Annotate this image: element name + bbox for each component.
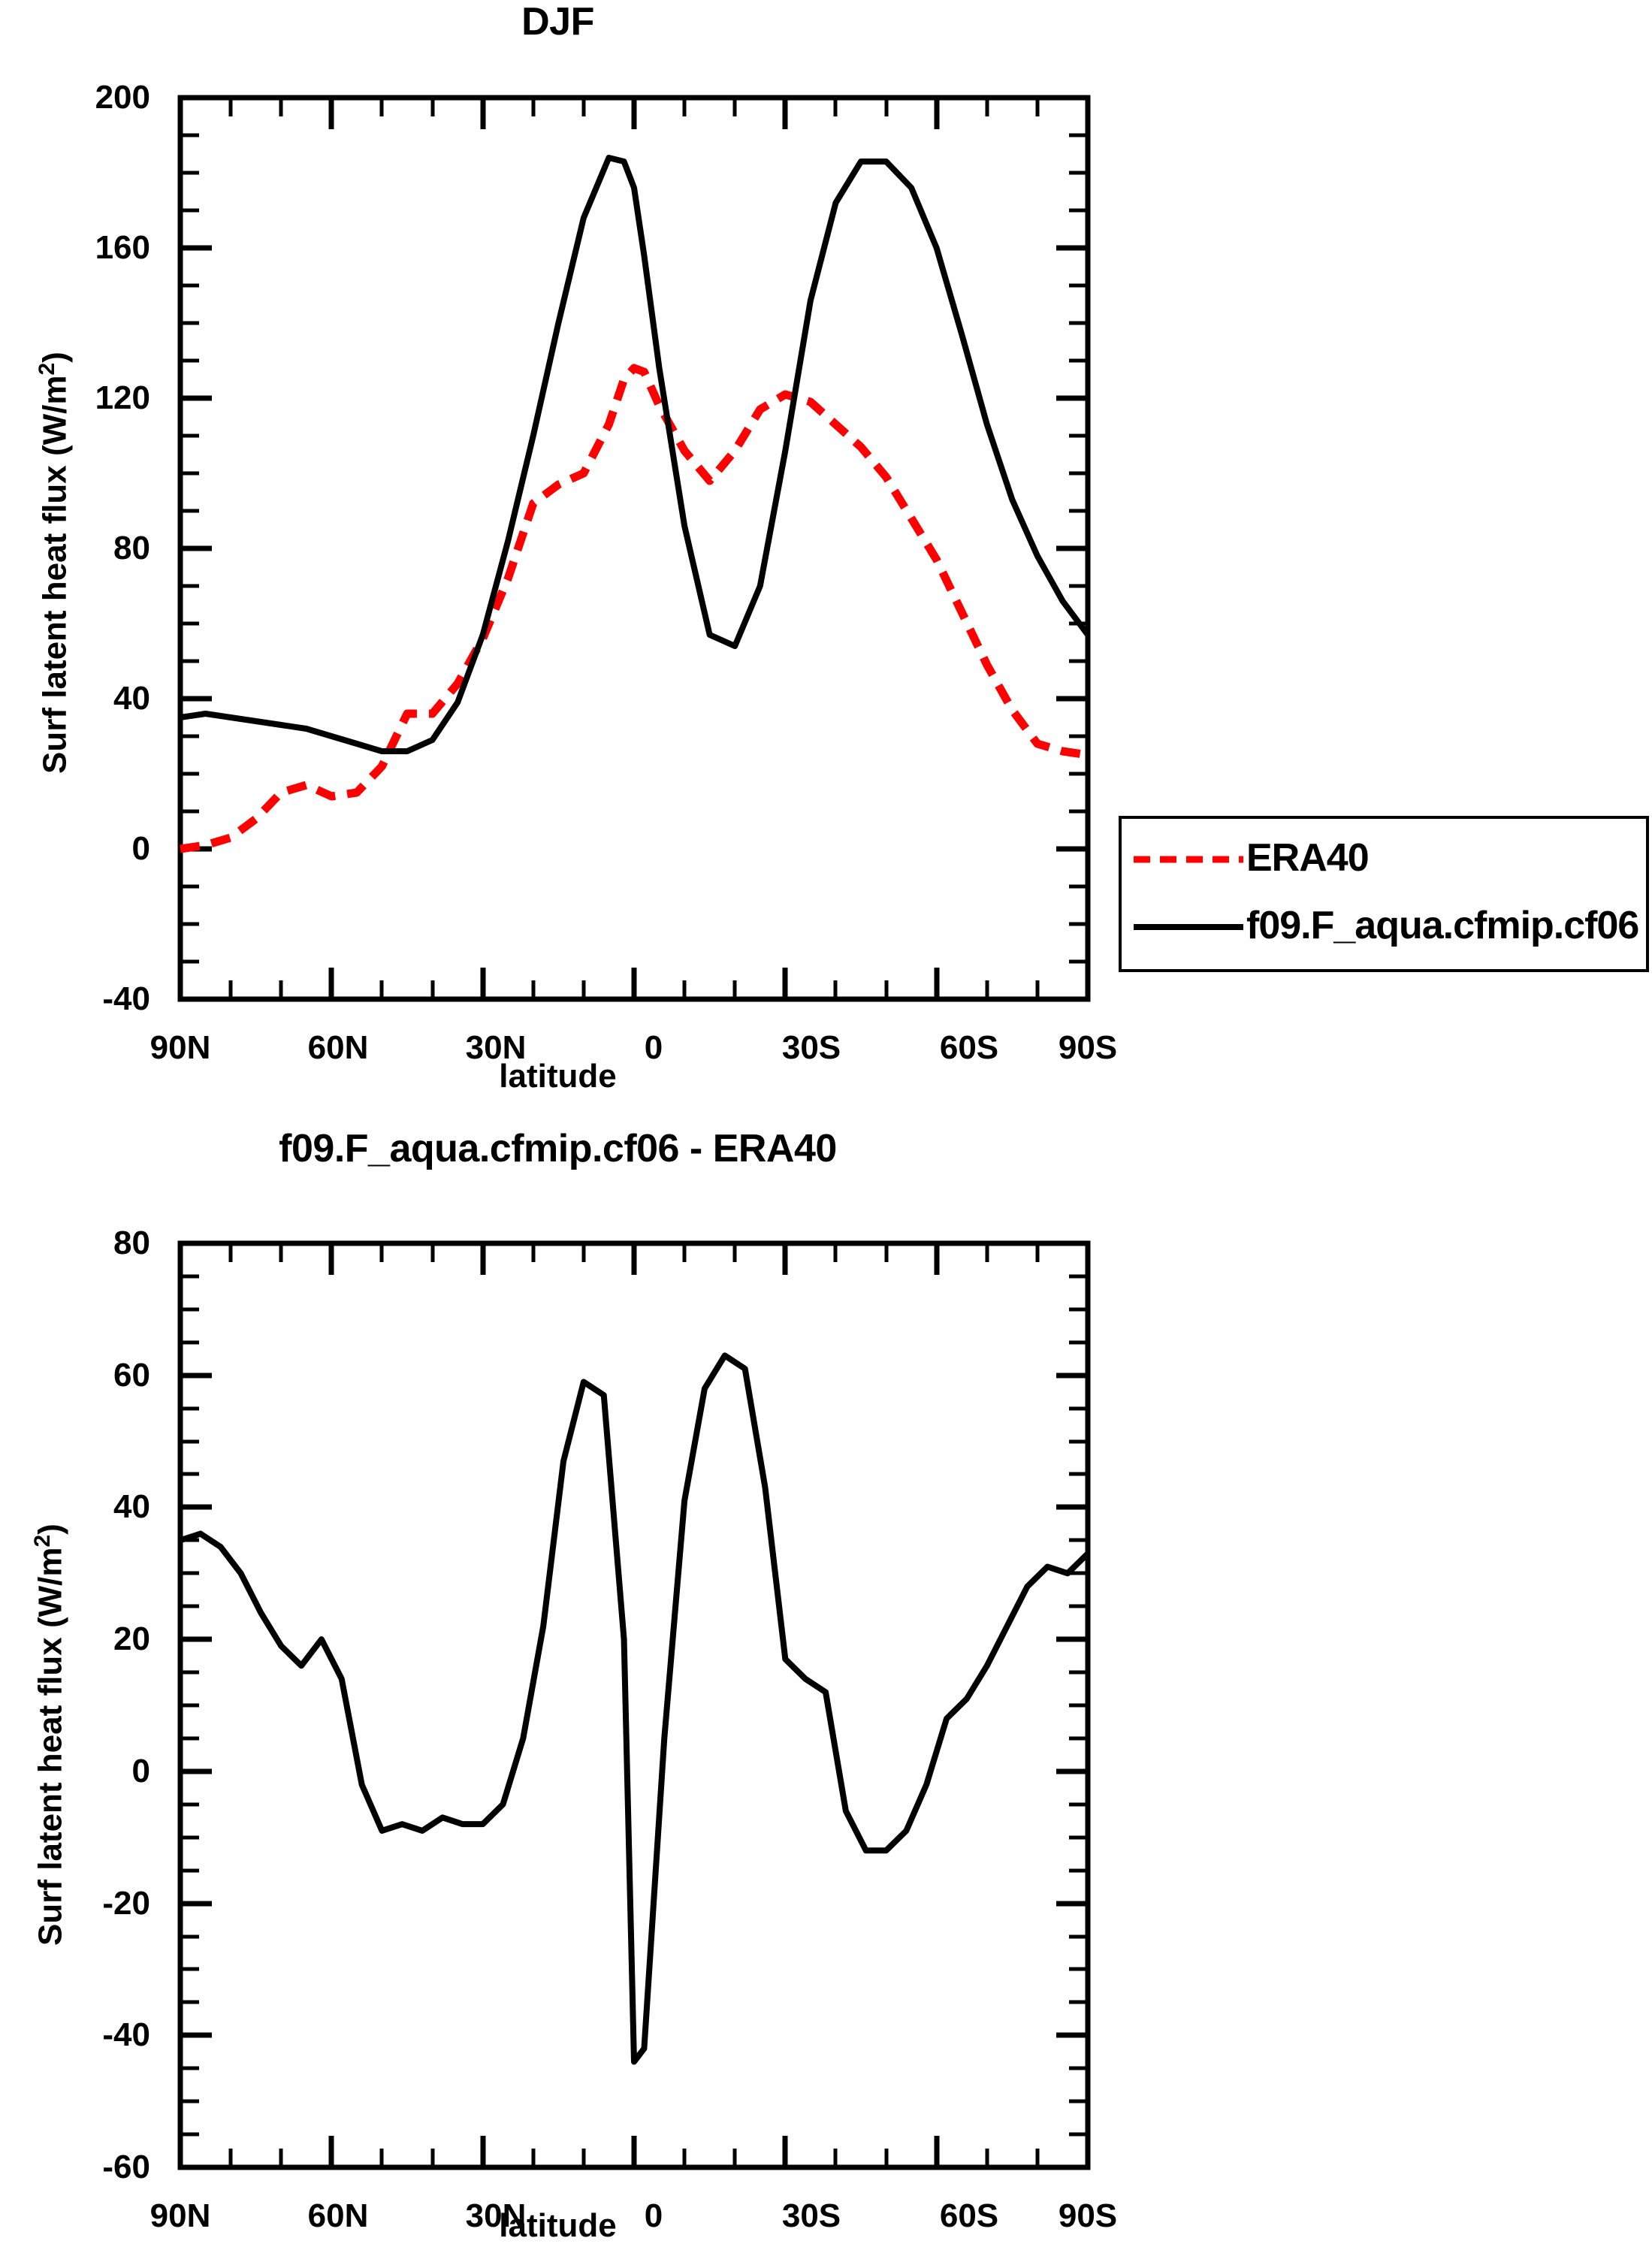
panel-bottom-ytick-40: 40 [113, 1488, 150, 1525]
panel-bottom-x-axis-label: latitude [499, 2207, 617, 2244]
panel-bottom-ytick--60: -60 [102, 2149, 150, 2185]
legend-entry-era40[interactable]: ERA40 [1122, 826, 1646, 889]
panel-bottom-xtick-0: 0 [644, 2197, 663, 2234]
panel-top-ytick-80: 80 [113, 530, 150, 566]
panel-top-xtick-30N: 30N [465, 1029, 527, 1066]
panel-bottom-major-ticks [177, 1240, 1091, 2170]
series-line-f09-f-aqua-cfmip-cf06 [180, 155, 1091, 754]
panel-bottom-ytick--20: -20 [102, 1885, 150, 1922]
panel-bottom-ytick-80: 80 [113, 1225, 150, 1261]
panel-bottom-xtick-90S: 90S [1058, 2197, 1118, 2234]
panel-top-xtick-60S: 60S [939, 1029, 999, 1066]
panel-top-ytick-200: 200 [95, 79, 150, 116]
panel-bottom-ytick-60: 60 [113, 1357, 150, 1394]
panel-bottom-xtick-30N: 30N [465, 2197, 527, 2234]
panel-bottom-ytick-20: 20 [113, 1620, 150, 1657]
chart-panel-bottom: f09.F_aqua.cfmip.cf06 - ERA40 Surf laten… [0, 1119, 1652, 2262]
panel-top-x-axis-label: latitude [499, 1058, 617, 1095]
legend-swatch-era40-dashed-line [1132, 854, 1245, 863]
panel-top-ytick--40: -40 [102, 980, 150, 1017]
series-line-era40 [180, 364, 1089, 853]
panel-bottom-xtick-60S: 60S [939, 2197, 999, 2234]
legend-box: ERA40 f09.F_aqua.cfmip.cf06 [1119, 816, 1649, 972]
panel-top-ytick-160: 160 [95, 229, 150, 266]
chart-panel-top: DJF Surf latent heat flux (W/m2) latitud… [0, 0, 1652, 1119]
panel-top-major-ticks [177, 95, 1091, 1002]
panel-top-xtick-90N: 90N [149, 1029, 211, 1066]
panel-bottom-xtick-90N: 90N [149, 2197, 211, 2234]
series-line-f09-f-aqua-cfmip-cf06-era40 [179, 1352, 1090, 2065]
panel-top-ytick-120: 120 [95, 379, 150, 416]
panel-top-ytick-40: 40 [113, 680, 150, 717]
legend-label-model: f09.F_aqua.cfmip.cf06 [1246, 904, 1639, 947]
panel-top-title: DJF [521, 0, 594, 44]
panel-bottom-data-curves [179, 1352, 1090, 2065]
panel-top-data-curves [180, 155, 1091, 853]
panel-top-xtick-0: 0 [644, 1029, 663, 1066]
panel-top-ytick-0: 0 [131, 830, 150, 867]
panel-top-minor-ticks [180, 98, 1088, 999]
legend-label-era40: ERA40 [1246, 836, 1370, 880]
panel-bottom-xtick-60N: 60N [307, 2197, 369, 2234]
legend-swatch-model-solid-line [1132, 922, 1245, 930]
panel-bottom-minor-ticks [180, 1243, 1088, 2167]
panel-top-plot-area [177, 95, 1091, 1002]
panel-top-xtick-90S: 90S [1058, 1029, 1118, 1066]
panel-bottom-ytick--40: -40 [102, 2016, 150, 2053]
panel-top-xtick-60N: 60N [307, 1029, 369, 1066]
panel-top-xtick-30S: 30S [781, 1029, 841, 1066]
legend-entry-model[interactable]: f09.F_aqua.cfmip.cf06 [1122, 894, 1646, 957]
panel-bottom-xtick-30S: 30S [781, 2197, 841, 2234]
panel-bottom-plot-area [177, 1240, 1091, 2170]
panel-bottom-ytick-0: 0 [131, 1753, 150, 1789]
panel-top-axis-frame [177, 95, 1091, 1002]
panel-bottom-title: f09.F_aqua.cfmip.cf06 - ERA40 [279, 1127, 837, 1170]
